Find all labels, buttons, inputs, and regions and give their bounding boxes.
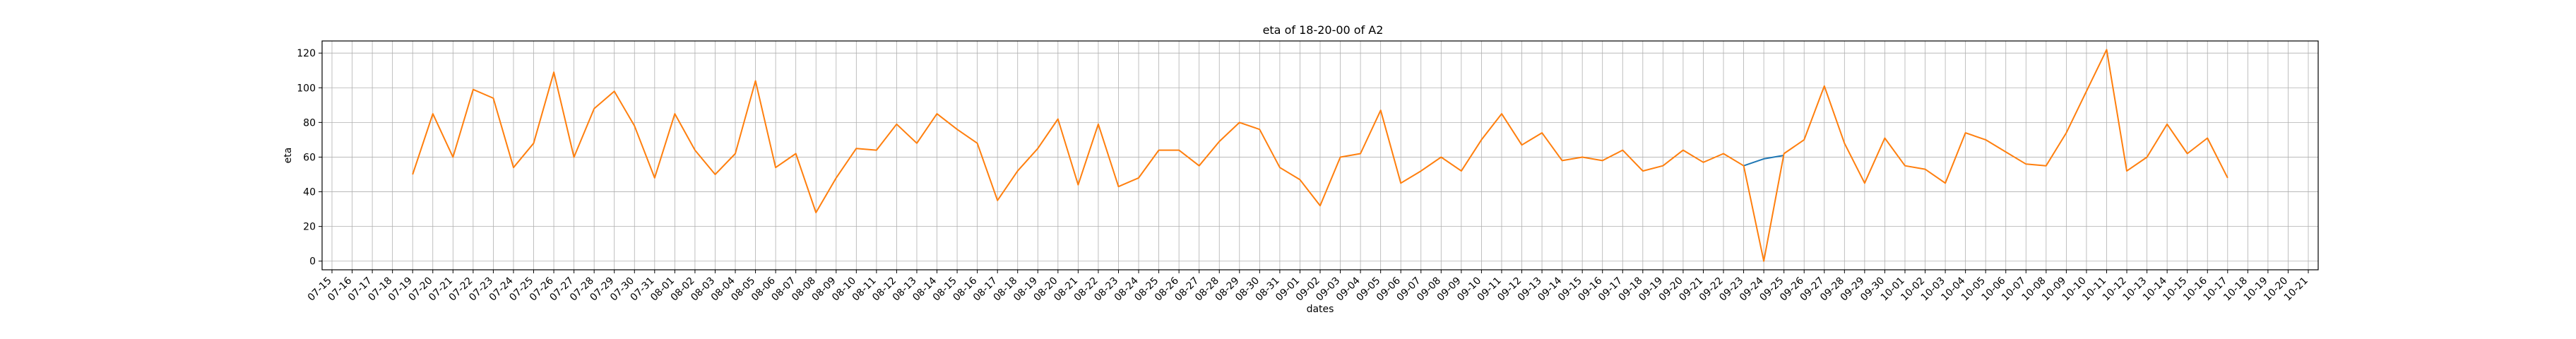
- x-axis-label: dates: [1307, 304, 1334, 315]
- y-tick-label: 0: [309, 256, 316, 268]
- y-tick-label: 20: [303, 222, 316, 233]
- y-tick-label: 40: [303, 187, 316, 198]
- chart-title: eta of 18-20-00 of A2: [1263, 23, 1384, 37]
- grid: [322, 41, 2318, 270]
- series-line-0: [1743, 155, 1784, 167]
- x-axis: 07-1507-1607-1707-1807-1907-2007-2107-22…: [306, 270, 2310, 304]
- y-axis-label: eta: [283, 148, 294, 164]
- y-tick-label: 100: [297, 83, 316, 94]
- y-tick-label: 120: [297, 48, 316, 59]
- y-axis: 0 20 40 60 80 100 120: [297, 48, 322, 268]
- y-tick-label: 60: [303, 152, 316, 163]
- series-line-1: [412, 49, 2228, 262]
- y-tick-label: 80: [303, 117, 316, 129]
- series-layer: [412, 49, 2228, 262]
